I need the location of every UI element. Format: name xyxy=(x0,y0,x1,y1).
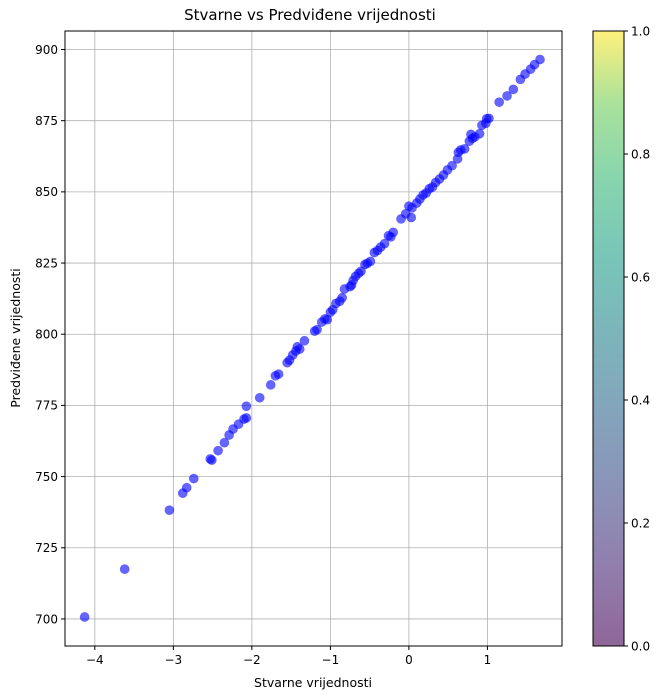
data-point xyxy=(406,212,417,223)
data-point xyxy=(379,238,390,249)
data-point xyxy=(388,227,399,238)
colorbar-tick-label: 0.4 xyxy=(631,393,650,407)
y-tick-label: 700 xyxy=(35,612,58,626)
data-point xyxy=(273,369,284,379)
data-point xyxy=(164,505,175,516)
y-tick-label: 775 xyxy=(35,399,58,413)
data-point xyxy=(474,128,485,139)
y-tick-label: 875 xyxy=(35,114,58,128)
data-point xyxy=(254,392,265,403)
y-axis-ticks: 700 725 750 775 800 825 850 875 900 xyxy=(35,43,65,626)
data-point xyxy=(447,160,457,171)
y-tick-label: 850 xyxy=(35,185,58,199)
data-point xyxy=(294,344,305,354)
data-point xyxy=(265,380,276,390)
y-tick-label: 825 xyxy=(35,256,58,270)
x-tick-label: −4 xyxy=(86,653,104,667)
grid-lines xyxy=(65,31,562,646)
y-tick-label: 725 xyxy=(35,541,58,555)
colorbar xyxy=(592,30,625,647)
colorbar-tick-label: 0.0 xyxy=(631,639,650,653)
data-point xyxy=(365,256,376,267)
data-point xyxy=(484,113,494,124)
data-point xyxy=(206,455,217,465)
colorbar-tick-label: 0.6 xyxy=(631,270,650,284)
data-point xyxy=(188,473,199,484)
chart-title: Stvarne vs Predviđene vrijednosti xyxy=(184,6,436,24)
x-tick-label: −3 xyxy=(164,653,182,667)
data-point xyxy=(337,292,348,303)
colorbar-tick-label: 0.2 xyxy=(631,516,650,530)
data-point xyxy=(508,84,519,95)
y-axis-label: Predviđene vrijednosti xyxy=(8,268,23,407)
x-tick-label: 1 xyxy=(484,653,492,667)
data-point xyxy=(241,401,252,412)
data-point xyxy=(213,445,224,456)
data-point xyxy=(459,143,470,154)
data-point xyxy=(502,91,512,101)
colorbar-tick-label: 0.8 xyxy=(631,147,650,161)
data-point xyxy=(219,437,230,448)
colorbar-ticks: 0.0 0.2 0.4 0.6 0.8 1.0 xyxy=(624,24,650,653)
data-point xyxy=(181,482,192,493)
data-point xyxy=(241,413,252,423)
x-axis-label: Stvarne vrijednosti xyxy=(254,675,372,690)
x-tick-label: 0 xyxy=(405,653,413,667)
colorbar-tick-label: 1.0 xyxy=(631,24,650,38)
data-point xyxy=(79,612,90,622)
y-tick-label: 900 xyxy=(35,43,58,57)
data-point xyxy=(494,97,505,108)
x-tick-label: −2 xyxy=(243,653,261,667)
data-point xyxy=(312,324,322,335)
y-tick-label: 800 xyxy=(35,328,58,342)
data-point xyxy=(299,335,310,346)
x-axis-ticks: −4 −3 −2 −1 0 1 xyxy=(86,646,491,667)
plot-frame xyxy=(64,30,563,647)
data-points xyxy=(79,54,545,622)
data-point xyxy=(535,54,545,65)
data-point xyxy=(119,564,130,575)
y-tick-label: 750 xyxy=(35,470,58,484)
x-tick-label: −1 xyxy=(322,653,340,667)
